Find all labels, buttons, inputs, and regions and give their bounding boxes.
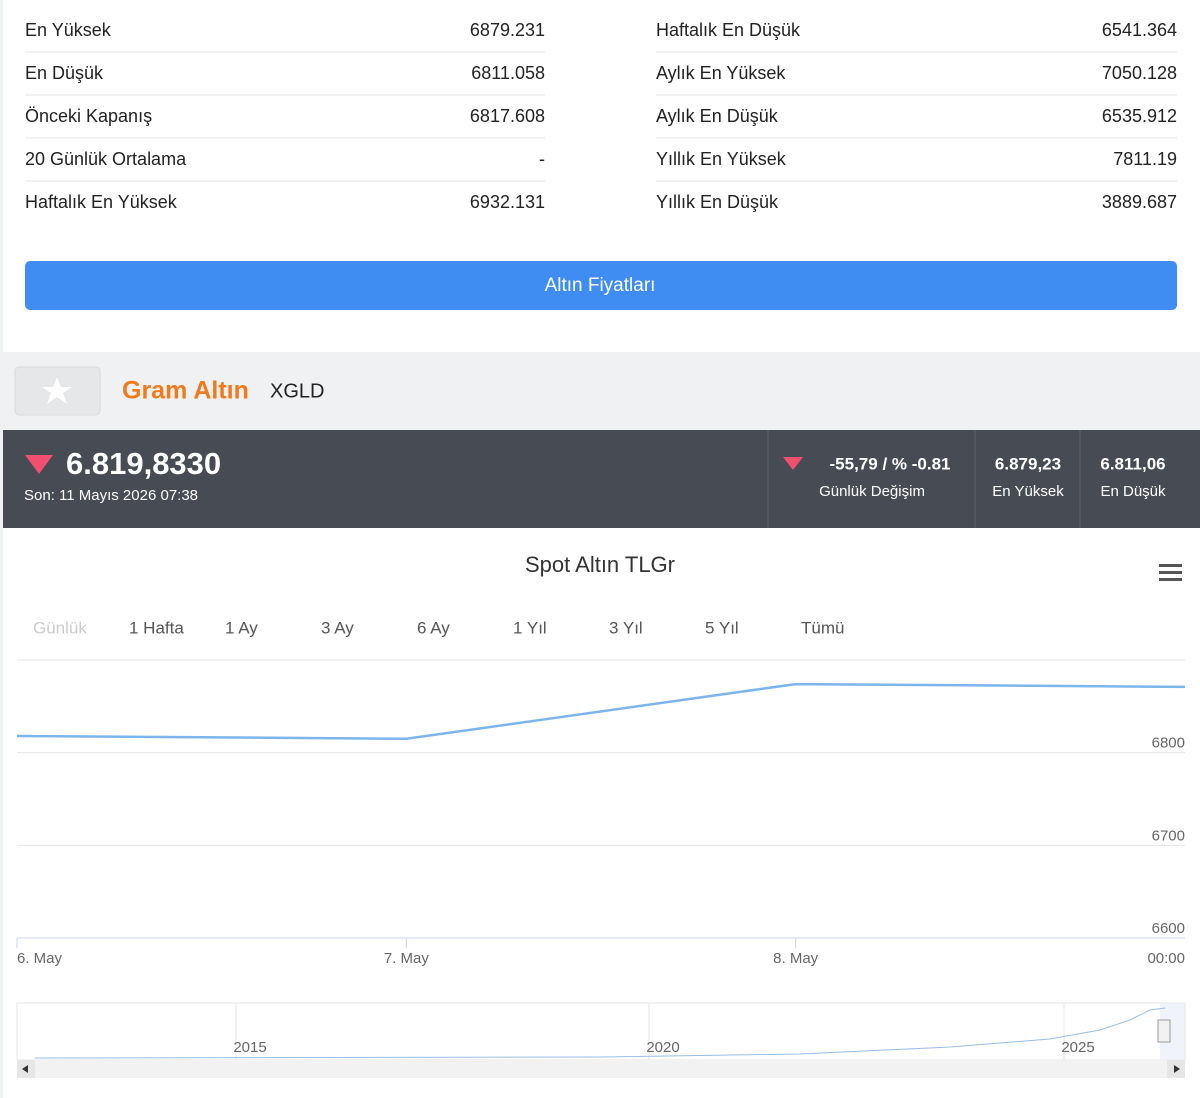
menu-bar[interactable] [1159,571,1182,574]
stat-value: 3889.687 [1102,192,1177,212]
chart: Günlük 1 Hafta 1 Ay 3 Ay 6 Ay 1 Yıl 3 Yıl 5 Yıl… [16,618,1186,1056]
navigator-handle[interactable] [1157,1019,1171,1043]
down-arrow [783,457,803,470]
high-label: En Yüksek [992,483,1064,500]
instrument-name: Gram Altın [122,377,249,405]
stat-value: 6811.058 [471,63,545,83]
stat-label: En Yüksek [25,20,112,40]
chart-title: Spot Altın TLGr [525,552,675,577]
x-tick-label: 00:00 [1147,950,1185,967]
stats-table: En Yüksek 6879.231 En Düşük 6811.058 Önceki … [25,20,1177,212]
navigator-line [34,1007,1166,1059]
menu-icon[interactable] [1159,564,1182,581]
stat-value: - [539,149,545,169]
stat-label: Önceki Kapanış [25,106,152,126]
range-button[interactable]: 5 Yıl [705,618,739,637]
stat-label: Yıllık En Düşük [656,192,779,212]
prices-button-label[interactable]: Altın Fiyatları [545,275,656,296]
stat-label: Aylık En Yüksek [656,63,786,83]
menu-bar[interactable] [1159,564,1182,567]
stat-value: 6817.608 [470,106,545,126]
high: 6.879,23 [995,454,1061,473]
down-arrow [25,455,53,474]
range-button[interactable]: 3 Yıl [609,618,643,637]
stat-label: Haftalık En Yüksek [25,192,178,212]
quote-bar [3,430,1200,528]
y-tick-label: 6800 [1152,735,1185,752]
stat-value: 7811.19 [1113,149,1177,169]
x-tick-label: 7. May [384,950,430,967]
stat-value: 7050.128 [1102,63,1177,83]
stat-label: En Düşük [25,63,104,83]
stat-value: 6879.231 [470,20,545,40]
stat-label: Aylık En Düşük [656,106,779,126]
range-button[interactable]: 6 Ay [417,618,450,637]
navigator-label: 2025 [1061,1039,1094,1056]
scrollbar[interactable] [17,1060,1185,1078]
stat-value: 6535.912 [1102,106,1177,126]
low-label: En Düşük [1100,483,1166,500]
star-icon[interactable] [42,377,72,404]
prices-button[interactable] [25,261,1177,310]
navigator-label: 2015 [233,1039,266,1056]
range-button[interactable]: 1 Hafta [129,618,184,637]
range-button[interactable]: 3 Ay [321,618,354,637]
change: -55,79 / % -0.81 [830,454,951,473]
navigator [16,1002,1186,1061]
menu-bar[interactable] [1159,578,1182,581]
x-tick-label: 6. May [17,950,63,967]
low: 6.811,06 [1100,454,1165,473]
range-button[interactable]: 1 Ay [225,618,258,637]
y-tick-label: 6700 [1152,827,1185,844]
stat-label: Haftalık En Düşük [656,20,801,40]
stat-label: Yıllık En Yüksek [656,149,787,169]
updated: Son: 11 Mayıs 2026 07:38 [24,487,198,504]
navigator-label: 2020 [646,1039,679,1056]
y-tick-label: 6600 [1152,920,1185,937]
scroll-right-arrow[interactable] [1174,1065,1180,1073]
stat-value: 6932.131 [470,192,545,212]
stat-value: 6541.364 [1102,20,1177,40]
price: 6.819,8330 [66,446,221,481]
stat-label: 20 Günlük Ortalama [25,149,187,169]
range-button[interactable]: 1 Yıl [513,618,547,637]
price-line [16,682,1186,741]
range-button[interactable]: Tümü [801,618,844,637]
scroll-left-arrow[interactable] [22,1065,28,1073]
x-tick-label: 8. May [773,950,819,967]
range-button[interactable]: Günlük [33,618,87,637]
instrument-code: XGLD [270,380,324,402]
change-label: Günlük Değişim [819,483,925,500]
